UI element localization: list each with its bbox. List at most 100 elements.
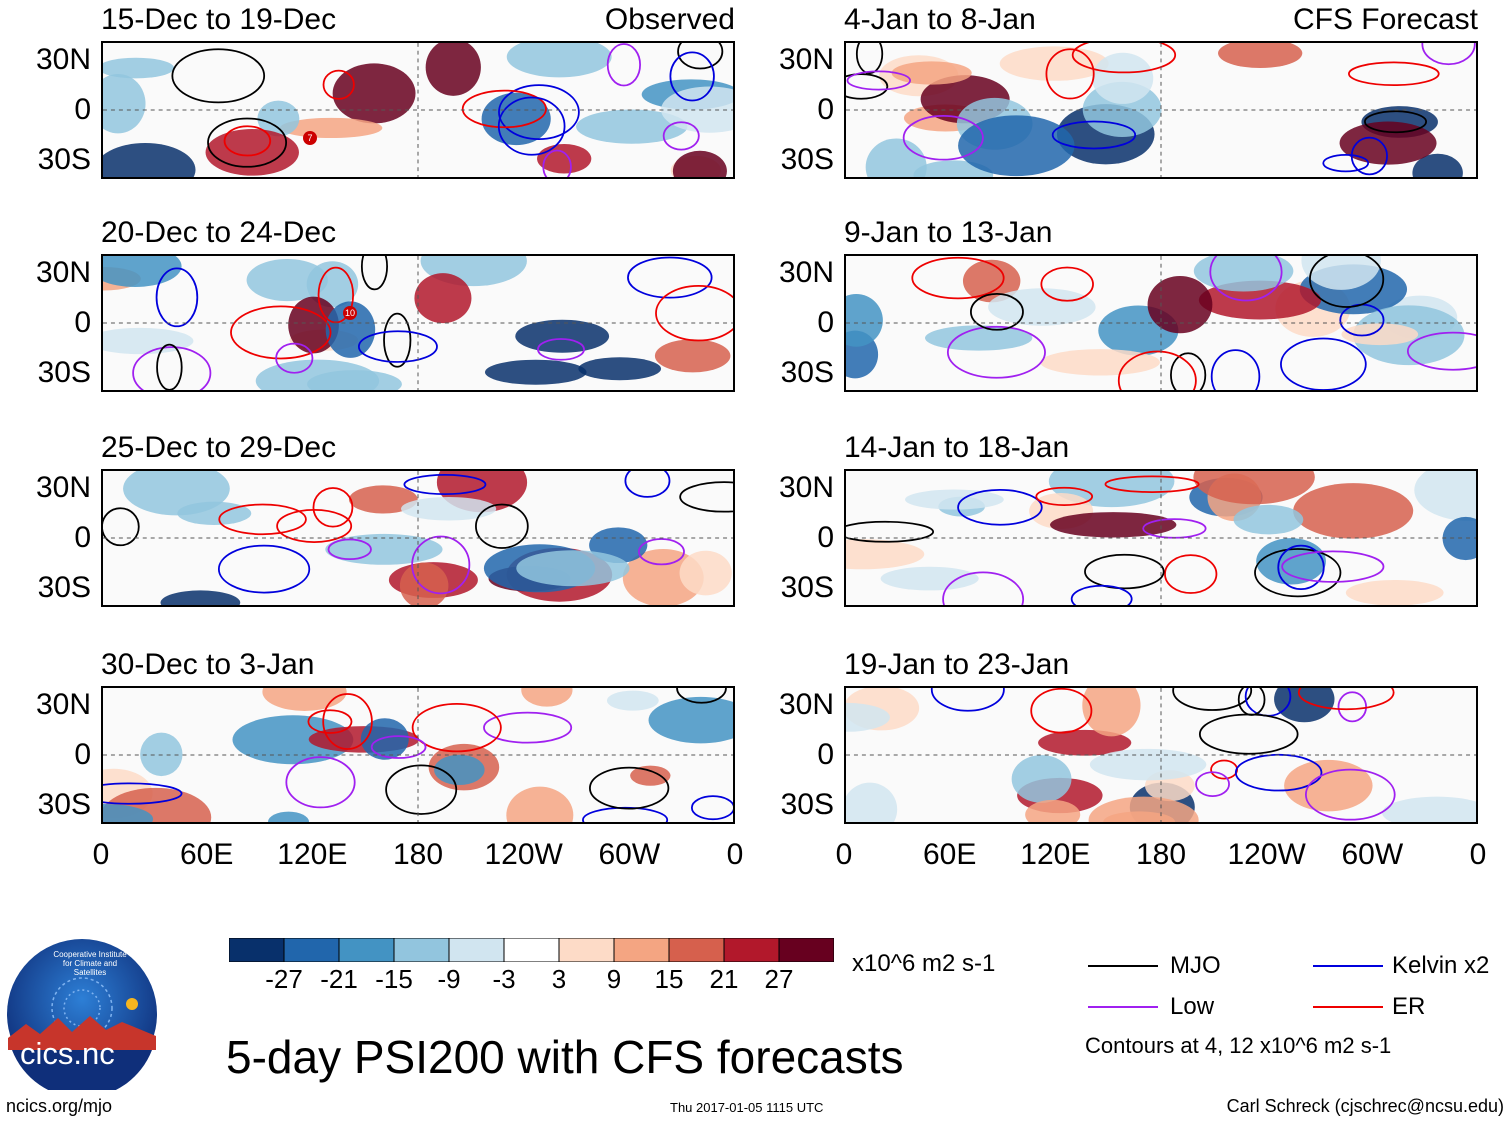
wave-contour	[624, 471, 671, 498]
psi-shading	[515, 319, 610, 353]
wave-contour	[1071, 43, 1177, 74]
wave-contour	[1322, 153, 1370, 173]
psi-shading	[962, 259, 1021, 303]
wave-contour	[911, 256, 1005, 300]
wave-contour	[957, 489, 1043, 526]
psi-shading	[401, 497, 497, 521]
colorbar-tick-label: 27	[764, 964, 794, 994]
wave-contour	[946, 325, 1046, 379]
x-tick-label: 120E	[277, 838, 348, 871]
wave-contour	[1237, 688, 1266, 716]
psi-shading	[1284, 759, 1373, 812]
wave-contour	[217, 544, 311, 594]
psi-shading	[648, 696, 733, 744]
y-tick-label: 0	[74, 738, 91, 771]
wave-contour	[1337, 691, 1367, 723]
wave-contour	[970, 292, 1024, 331]
colorbar-tick-label: -21	[320, 964, 358, 994]
legend-label-low: Low	[1170, 993, 1215, 1020]
wave-contour	[1348, 61, 1440, 87]
y-tick-label: 30N	[778, 256, 834, 290]
wave-contour	[679, 481, 733, 513]
wave-contour	[1406, 331, 1476, 371]
colorbar-swatch	[613, 938, 670, 962]
panel-map-fcs-2	[844, 254, 1478, 392]
psi-shading	[607, 690, 659, 711]
wave-contour	[1297, 688, 1395, 711]
psi-shading	[654, 339, 731, 373]
colorbar-swatch	[778, 938, 834, 962]
psi-shading	[1025, 799, 1081, 822]
psi-shading	[516, 550, 630, 587]
cics-logo: cics.nc Cooperative Institute for Climat…	[6, 938, 158, 1099]
wave-contour	[1198, 713, 1299, 755]
legend-label-kelvin: Kelvin x2	[1392, 952, 1490, 979]
wave-contour	[1280, 337, 1367, 390]
y-tick-label: 30N	[778, 43, 834, 77]
wave-contour	[327, 538, 372, 561]
y-tick-label: 30S	[780, 142, 834, 176]
psi-shading	[103, 804, 154, 822]
psi-shading	[1256, 538, 1326, 585]
colorbar-swatch	[338, 938, 395, 962]
colorbar-swatch	[283, 938, 340, 962]
wave-contour	[1364, 110, 1428, 134]
wave-contour	[1104, 475, 1200, 493]
psi-shading	[103, 143, 196, 177]
wave-contour	[223, 125, 272, 157]
psi-shading	[246, 259, 328, 302]
legend-line-mjo	[1088, 965, 1158, 967]
wave-contour	[411, 535, 471, 595]
y-tick-label: 30N	[778, 688, 834, 722]
psi-shading	[1412, 153, 1463, 177]
colorbar-tick-label: -3	[492, 964, 516, 994]
y-tick-label: 30S	[780, 355, 834, 389]
x-tick-label: 60E	[179, 838, 234, 871]
wave-contour	[542, 149, 572, 177]
panel-title-fcs-1: 4-Jan to 8-Jan	[844, 3, 1036, 36]
x-tick-label: 0	[92, 838, 110, 871]
y-tick-label: 30S	[37, 355, 91, 389]
colorbar	[229, 938, 834, 962]
psi-shading	[578, 357, 662, 381]
psi-shading	[1040, 349, 1160, 376]
wave-contour	[230, 305, 332, 360]
wave-contour	[1170, 352, 1207, 390]
y-tick-label: 30N	[35, 471, 91, 505]
y-tick-label: 0	[817, 738, 834, 771]
wave-contour	[497, 96, 566, 156]
psi-shading	[1193, 256, 1294, 292]
y-tick-label: 0	[817, 93, 834, 126]
psi-shading	[672, 150, 727, 177]
x-tick-label: 0	[1469, 838, 1487, 871]
colorbar-tick-label: 9	[606, 964, 622, 994]
psi-shading	[1092, 52, 1154, 104]
y-tick-label: 0	[74, 93, 91, 126]
panel-title-fcs-2: 9-Jan to 13-Jan	[844, 216, 1053, 249]
psi-shading	[325, 533, 443, 565]
psi-shading	[288, 296, 339, 354]
panel-map-obs-3	[101, 469, 735, 607]
wave-contour	[1040, 266, 1094, 302]
y-tick-label: 30N	[35, 256, 91, 290]
wave-contour	[1035, 486, 1094, 506]
logo-arc-text: Cooperative Institute for Climate and Sa…	[53, 950, 127, 977]
wave-contour	[855, 43, 884, 75]
psi-shading	[846, 702, 890, 732]
wave-contour	[207, 117, 288, 168]
colorbar-tick-label: -15	[375, 964, 413, 994]
x-tick-label: 120E	[1020, 838, 1091, 871]
wave-contour	[846, 520, 935, 543]
panel-title-obs-2: 20-Dec to 24-Dec	[101, 216, 337, 249]
colorbar-tick-label: 3	[551, 964, 567, 994]
psi-shading	[399, 562, 449, 605]
colorbar-swatch	[668, 938, 725, 962]
psi-shading	[506, 43, 612, 78]
wave-contour	[930, 688, 1005, 712]
wave-contour	[383, 312, 412, 368]
x-tick-label: 60E	[922, 838, 977, 871]
panel-title-fcs-4: 19-Jan to 23-Jan	[844, 648, 1070, 681]
wave-contour	[1172, 688, 1253, 711]
wave-contour	[1309, 256, 1385, 308]
panel-label-obs-1: Observed	[604, 3, 735, 36]
